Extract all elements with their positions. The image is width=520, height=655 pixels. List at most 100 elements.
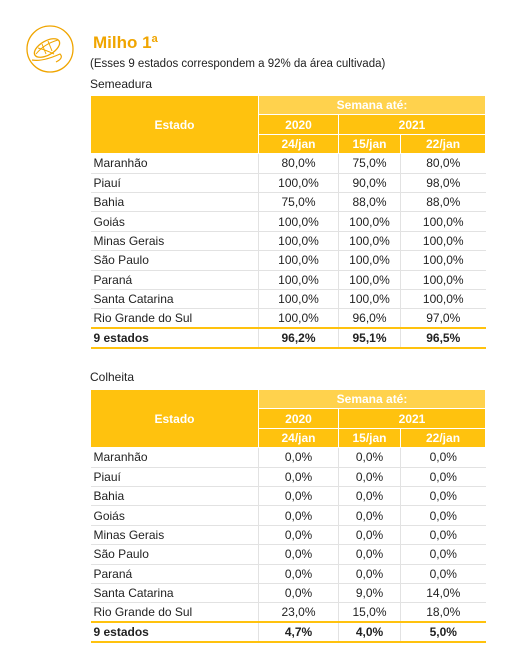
header-cell: Semana até: bbox=[257, 388, 487, 410]
value-cell: 100,0% bbox=[338, 231, 401, 252]
state-cell: Goiás bbox=[90, 211, 259, 232]
value-cell: 100,0% bbox=[399, 231, 486, 252]
value-cell: 75,0% bbox=[258, 192, 339, 213]
value-cell: 100,0% bbox=[258, 211, 339, 232]
value-cell: 100,0% bbox=[258, 173, 339, 193]
value-cell: 100,0% bbox=[258, 231, 339, 252]
state-cell: Rio Grande do Sul bbox=[90, 308, 259, 329]
value-cell: 18,0% bbox=[399, 602, 486, 623]
data-table: Estado Semana até: 2020 2021 24/jan 15/jan 22/… bbox=[90, 94, 487, 349]
value-cell: 0,0% bbox=[399, 486, 486, 507]
value-cell: 100,0% bbox=[258, 308, 339, 329]
value-cell: 0,0% bbox=[338, 505, 401, 526]
total-value: 5,0% bbox=[399, 621, 486, 643]
header-cell: 15/jan bbox=[338, 427, 401, 449]
value-cell: 100,0% bbox=[338, 270, 401, 290]
state-cell: Paraná bbox=[90, 564, 259, 584]
state-cell: Paraná bbox=[90, 270, 259, 290]
value-cell: 100,0% bbox=[399, 211, 486, 232]
data-row: Goiás 0,0% 0,0% 0,0% bbox=[90, 505, 486, 526]
title: Milho 1ª bbox=[93, 33, 158, 52]
header-cell: 2021 bbox=[337, 114, 487, 135]
value-cell: 80,0% bbox=[258, 153, 339, 174]
value-cell: 88,0% bbox=[338, 192, 401, 213]
header-row: 24/jan 15/jan 22/jan bbox=[91, 427, 487, 449]
total-row: 9 estados 96,2% 95,1% 96,5% bbox=[90, 327, 486, 349]
value-cell: 100,0% bbox=[258, 270, 339, 290]
value-cell: 75,0% bbox=[338, 153, 401, 174]
value-cell: 0,0% bbox=[399, 447, 486, 468]
data-row: Santa Catarina 0,0% 9,0% 14,0% bbox=[90, 583, 486, 604]
state-cell: São Paulo bbox=[90, 250, 259, 271]
header-row: 24/jan 15/jan 22/jan bbox=[91, 133, 487, 155]
state-cell: Rio Grande do Sul bbox=[90, 602, 259, 623]
value-cell: 0,0% bbox=[258, 525, 339, 546]
header-cell: 2021 bbox=[337, 408, 487, 429]
value-cell: 100,0% bbox=[399, 270, 486, 290]
value-cell: 88,0% bbox=[399, 192, 486, 213]
value-cell: 0,0% bbox=[338, 447, 401, 468]
value-cell: 0,0% bbox=[399, 544, 486, 565]
value-cell: 0,0% bbox=[338, 544, 401, 565]
total-value: 4,7% bbox=[258, 621, 339, 643]
value-cell: 0,0% bbox=[258, 544, 339, 565]
total-label: 9 estados bbox=[90, 621, 259, 643]
state-cell: Minas Gerais bbox=[90, 525, 259, 546]
value-cell: 0,0% bbox=[399, 467, 486, 487]
value-cell: 14,0% bbox=[399, 583, 486, 604]
state-cell: Bahia bbox=[90, 486, 259, 507]
value-cell: 9,0% bbox=[338, 583, 401, 604]
header-cell: Estado bbox=[90, 388, 259, 449]
value-cell: 0,0% bbox=[258, 564, 339, 584]
total-value: 4,0% bbox=[338, 621, 401, 643]
data-row: Paraná 0,0% 0,0% 0,0% bbox=[90, 564, 486, 584]
value-cell: 100,0% bbox=[399, 250, 486, 271]
header-cell: 24/jan bbox=[258, 133, 339, 155]
state-cell: Maranhão bbox=[90, 153, 259, 174]
value-cell: 0,0% bbox=[258, 505, 339, 526]
state-cell: Minas Gerais bbox=[90, 231, 259, 252]
data-row: Paraná 100,0% 100,0% 100,0% bbox=[90, 270, 486, 290]
data-row: Santa Catarina 100,0% 100,0% 100,0% bbox=[90, 289, 486, 310]
data-row: Minas Gerais 100,0% 100,0% 100,0% bbox=[90, 231, 486, 252]
value-cell: 0,0% bbox=[399, 505, 486, 526]
header-cell: 22/jan bbox=[399, 427, 487, 449]
value-cell: 0,0% bbox=[338, 467, 401, 487]
corn-icon bbox=[26, 25, 74, 73]
value-cell: 98,0% bbox=[399, 173, 486, 193]
header-cell: 2020 bbox=[258, 114, 339, 135]
header-row: Estado Semana até: bbox=[90, 388, 487, 449]
value-cell: 0,0% bbox=[399, 525, 486, 546]
header-row: Estado Semana até: bbox=[90, 94, 487, 155]
data-table: Estado Semana até: 2020 2021 24/jan 15/jan 22/… bbox=[90, 388, 487, 643]
table-caption: Semeadura bbox=[90, 77, 153, 91]
value-cell: 23,0% bbox=[258, 602, 339, 623]
data-row: Bahia 75,0% 88,0% 88,0% bbox=[90, 192, 486, 213]
state-cell: Bahia bbox=[90, 192, 259, 213]
value-cell: 0,0% bbox=[399, 564, 486, 584]
value-cell: 100,0% bbox=[399, 289, 486, 310]
total-row: 9 estados 4,7% 4,0% 5,0% bbox=[90, 621, 486, 643]
value-cell: 0,0% bbox=[338, 486, 401, 507]
data-row: Piauí 0,0% 0,0% 0,0% bbox=[90, 467, 486, 487]
data-row: Rio Grande do Sul 23,0% 15,0% 18,0% bbox=[90, 602, 486, 623]
state-cell: Piauí bbox=[90, 173, 259, 193]
value-cell: 0,0% bbox=[258, 486, 339, 507]
header-cell: 15/jan bbox=[338, 133, 401, 155]
value-cell: 90,0% bbox=[338, 173, 401, 193]
data-row: Bahia 0,0% 0,0% 0,0% bbox=[90, 486, 486, 507]
value-cell: 0,0% bbox=[258, 467, 339, 487]
data-row: Rio Grande do Sul 100,0% 96,0% 97,0% bbox=[90, 308, 486, 329]
state-cell: Goiás bbox=[90, 505, 259, 526]
data-row: Goiás 100,0% 100,0% 100,0% bbox=[90, 211, 486, 232]
total-value: 95,1% bbox=[338, 327, 401, 349]
total-value: 96,5% bbox=[399, 327, 486, 349]
header-cell: Estado bbox=[90, 94, 259, 155]
value-cell: 100,0% bbox=[338, 250, 401, 271]
header-cell: 22/jan bbox=[399, 133, 487, 155]
value-cell: 100,0% bbox=[338, 211, 401, 232]
data-row: São Paulo 0,0% 0,0% 0,0% bbox=[90, 544, 486, 565]
value-cell: 0,0% bbox=[258, 583, 339, 604]
header-cell: 2020 bbox=[258, 408, 339, 429]
